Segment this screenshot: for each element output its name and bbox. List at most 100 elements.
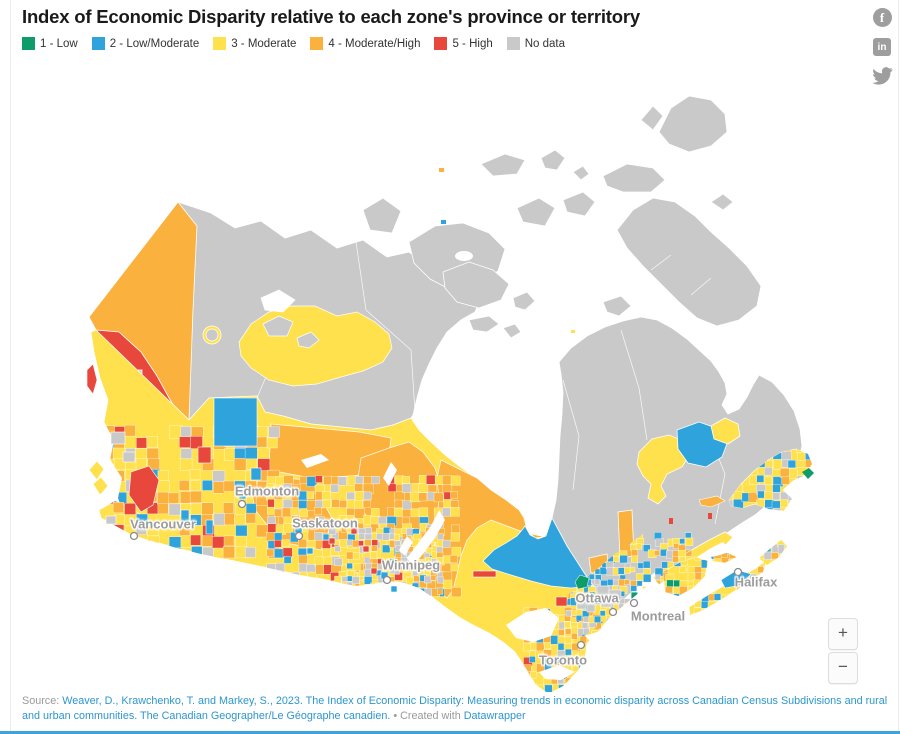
csd-cell[interactable] bbox=[364, 576, 373, 585]
csd-cell[interactable] bbox=[234, 480, 246, 493]
csd-cell[interactable] bbox=[529, 683, 537, 691]
region-labrador-moderate[interactable] bbox=[710, 417, 741, 445]
csd-cell[interactable] bbox=[299, 476, 308, 484]
csd-cell[interactable] bbox=[424, 564, 431, 570]
csd-cell[interactable] bbox=[558, 629, 565, 636]
region-banks-island[interactable] bbox=[362, 197, 402, 234]
csd-cell[interactable] bbox=[756, 579, 764, 587]
csd-cell[interactable] bbox=[764, 476, 773, 485]
csd-cell[interactable] bbox=[354, 483, 363, 492]
csd-cell[interactable] bbox=[618, 633, 626, 641]
region-prince-charles[interactable] bbox=[602, 295, 632, 317]
csd-cell[interactable] bbox=[346, 562, 353, 569]
csd-cell[interactable] bbox=[593, 685, 601, 692]
csd-cell[interactable] bbox=[394, 499, 403, 509]
csd-cell[interactable] bbox=[411, 588, 421, 598]
csd-cell[interactable] bbox=[450, 491, 458, 499]
csd-cell[interactable] bbox=[777, 600, 787, 610]
csd-cell[interactable] bbox=[673, 600, 681, 609]
csd-cell[interactable] bbox=[382, 544, 391, 553]
csd-cell[interactable] bbox=[672, 621, 679, 628]
region-coats[interactable] bbox=[468, 315, 500, 333]
csd-cell[interactable] bbox=[667, 603, 676, 612]
csd-cell[interactable] bbox=[701, 573, 711, 583]
csd-cell[interactable] bbox=[812, 500, 821, 509]
csd-cell[interactable] bbox=[673, 543, 679, 549]
csd-cell[interactable] bbox=[714, 608, 723, 615]
csd-cell[interactable] bbox=[743, 537, 751, 544]
csd-cell[interactable] bbox=[339, 539, 348, 548]
csd-cell[interactable] bbox=[283, 499, 293, 509]
csd-cell[interactable] bbox=[764, 566, 773, 575]
laurentides-nodata-3[interactable] bbox=[600, 597, 612, 608]
csd-cell[interactable] bbox=[393, 534, 400, 541]
csd-cell[interactable] bbox=[763, 559, 773, 569]
csd-cell[interactable] bbox=[102, 447, 115, 460]
csd-cell[interactable] bbox=[450, 475, 461, 486]
csd-cell[interactable] bbox=[213, 513, 226, 526]
csd-cell[interactable] bbox=[592, 650, 601, 660]
csd-cell[interactable] bbox=[245, 503, 257, 514]
region-devon[interactable] bbox=[602, 163, 666, 193]
csd-cell[interactable] bbox=[659, 602, 666, 609]
csd-cell[interactable] bbox=[282, 547, 293, 558]
csd-cell[interactable] bbox=[179, 436, 191, 448]
csd-cell[interactable] bbox=[607, 579, 614, 586]
csd-cell[interactable] bbox=[599, 684, 608, 693]
csd-cell[interactable] bbox=[708, 587, 716, 594]
csd-cell[interactable] bbox=[213, 481, 225, 494]
csd-cell[interactable] bbox=[771, 558, 780, 568]
csd-cell[interactable] bbox=[701, 608, 709, 615]
csd-cell[interactable] bbox=[764, 586, 772, 594]
csd-cell[interactable] bbox=[735, 607, 744, 616]
csd-cell[interactable] bbox=[613, 555, 620, 562]
csd-cell[interactable] bbox=[715, 565, 724, 573]
csd-cell[interactable] bbox=[354, 500, 363, 509]
csd-cell[interactable] bbox=[382, 562, 390, 571]
csd-cell[interactable] bbox=[190, 534, 201, 546]
csd-cell[interactable] bbox=[358, 587, 365, 594]
region-mansel[interactable] bbox=[502, 323, 522, 339]
csd-cell[interactable] bbox=[376, 533, 383, 540]
csd-cell[interactable] bbox=[592, 691, 601, 692]
csd-cell[interactable] bbox=[777, 579, 787, 589]
csd-cell[interactable] bbox=[114, 458, 126, 470]
csd-cell[interactable] bbox=[146, 436, 158, 448]
csd-cell[interactable] bbox=[685, 549, 693, 557]
csd-cell[interactable] bbox=[751, 616, 757, 622]
region-northeast-bc-blue[interactable] bbox=[213, 397, 258, 447]
csd-cell[interactable] bbox=[618, 603, 624, 609]
csd-cell[interactable] bbox=[813, 443, 821, 451]
csd-cell[interactable] bbox=[418, 492, 428, 502]
csd-cell[interactable] bbox=[565, 648, 572, 656]
csd-cell[interactable] bbox=[341, 527, 347, 533]
csd-cell[interactable] bbox=[314, 507, 322, 516]
csd-cell[interactable] bbox=[363, 476, 373, 486]
csd-cell[interactable] bbox=[619, 627, 626, 634]
csd-cell[interactable] bbox=[708, 573, 716, 580]
csd-cell[interactable] bbox=[436, 557, 443, 564]
csd-cell[interactable] bbox=[102, 547, 115, 560]
csd-cell[interactable] bbox=[245, 547, 256, 558]
csd-cell[interactable] bbox=[570, 616, 577, 623]
north-shore-high-1[interactable] bbox=[669, 518, 673, 524]
csd-cell[interactable] bbox=[529, 656, 536, 663]
csd-cell[interactable] bbox=[635, 543, 642, 550]
csd-cell[interactable] bbox=[425, 557, 432, 564]
csd-cell[interactable] bbox=[770, 608, 777, 615]
csd-cell[interactable] bbox=[268, 426, 280, 438]
ottawa-area-detail[interactable] bbox=[555, 574, 622, 613]
csd-cell[interactable] bbox=[787, 460, 796, 469]
csd-cell[interactable] bbox=[667, 615, 675, 623]
kluane-core[interactable] bbox=[205, 328, 219, 342]
csd-cell[interactable] bbox=[157, 470, 169, 481]
csd-cell[interactable] bbox=[661, 561, 669, 569]
csd-cell[interactable] bbox=[742, 558, 751, 568]
csd-cell[interactable] bbox=[362, 500, 371, 508]
csd-cell[interactable] bbox=[600, 650, 607, 658]
ottawa-high-cell[interactable] bbox=[555, 596, 568, 607]
csd-cell[interactable] bbox=[274, 484, 282, 493]
csd-cell[interactable] bbox=[607, 621, 615, 630]
csd-cell[interactable] bbox=[346, 491, 355, 501]
csd-cell[interactable] bbox=[686, 613, 695, 621]
